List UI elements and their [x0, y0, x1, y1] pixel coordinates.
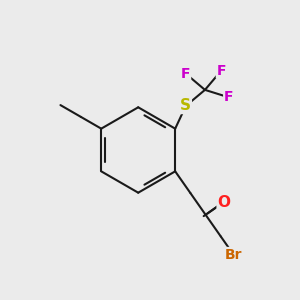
Text: F: F — [181, 67, 190, 81]
Text: F: F — [216, 64, 226, 78]
Text: O: O — [217, 195, 230, 210]
Text: Br: Br — [225, 248, 242, 262]
Text: F: F — [224, 90, 233, 104]
Text: S: S — [180, 98, 191, 113]
